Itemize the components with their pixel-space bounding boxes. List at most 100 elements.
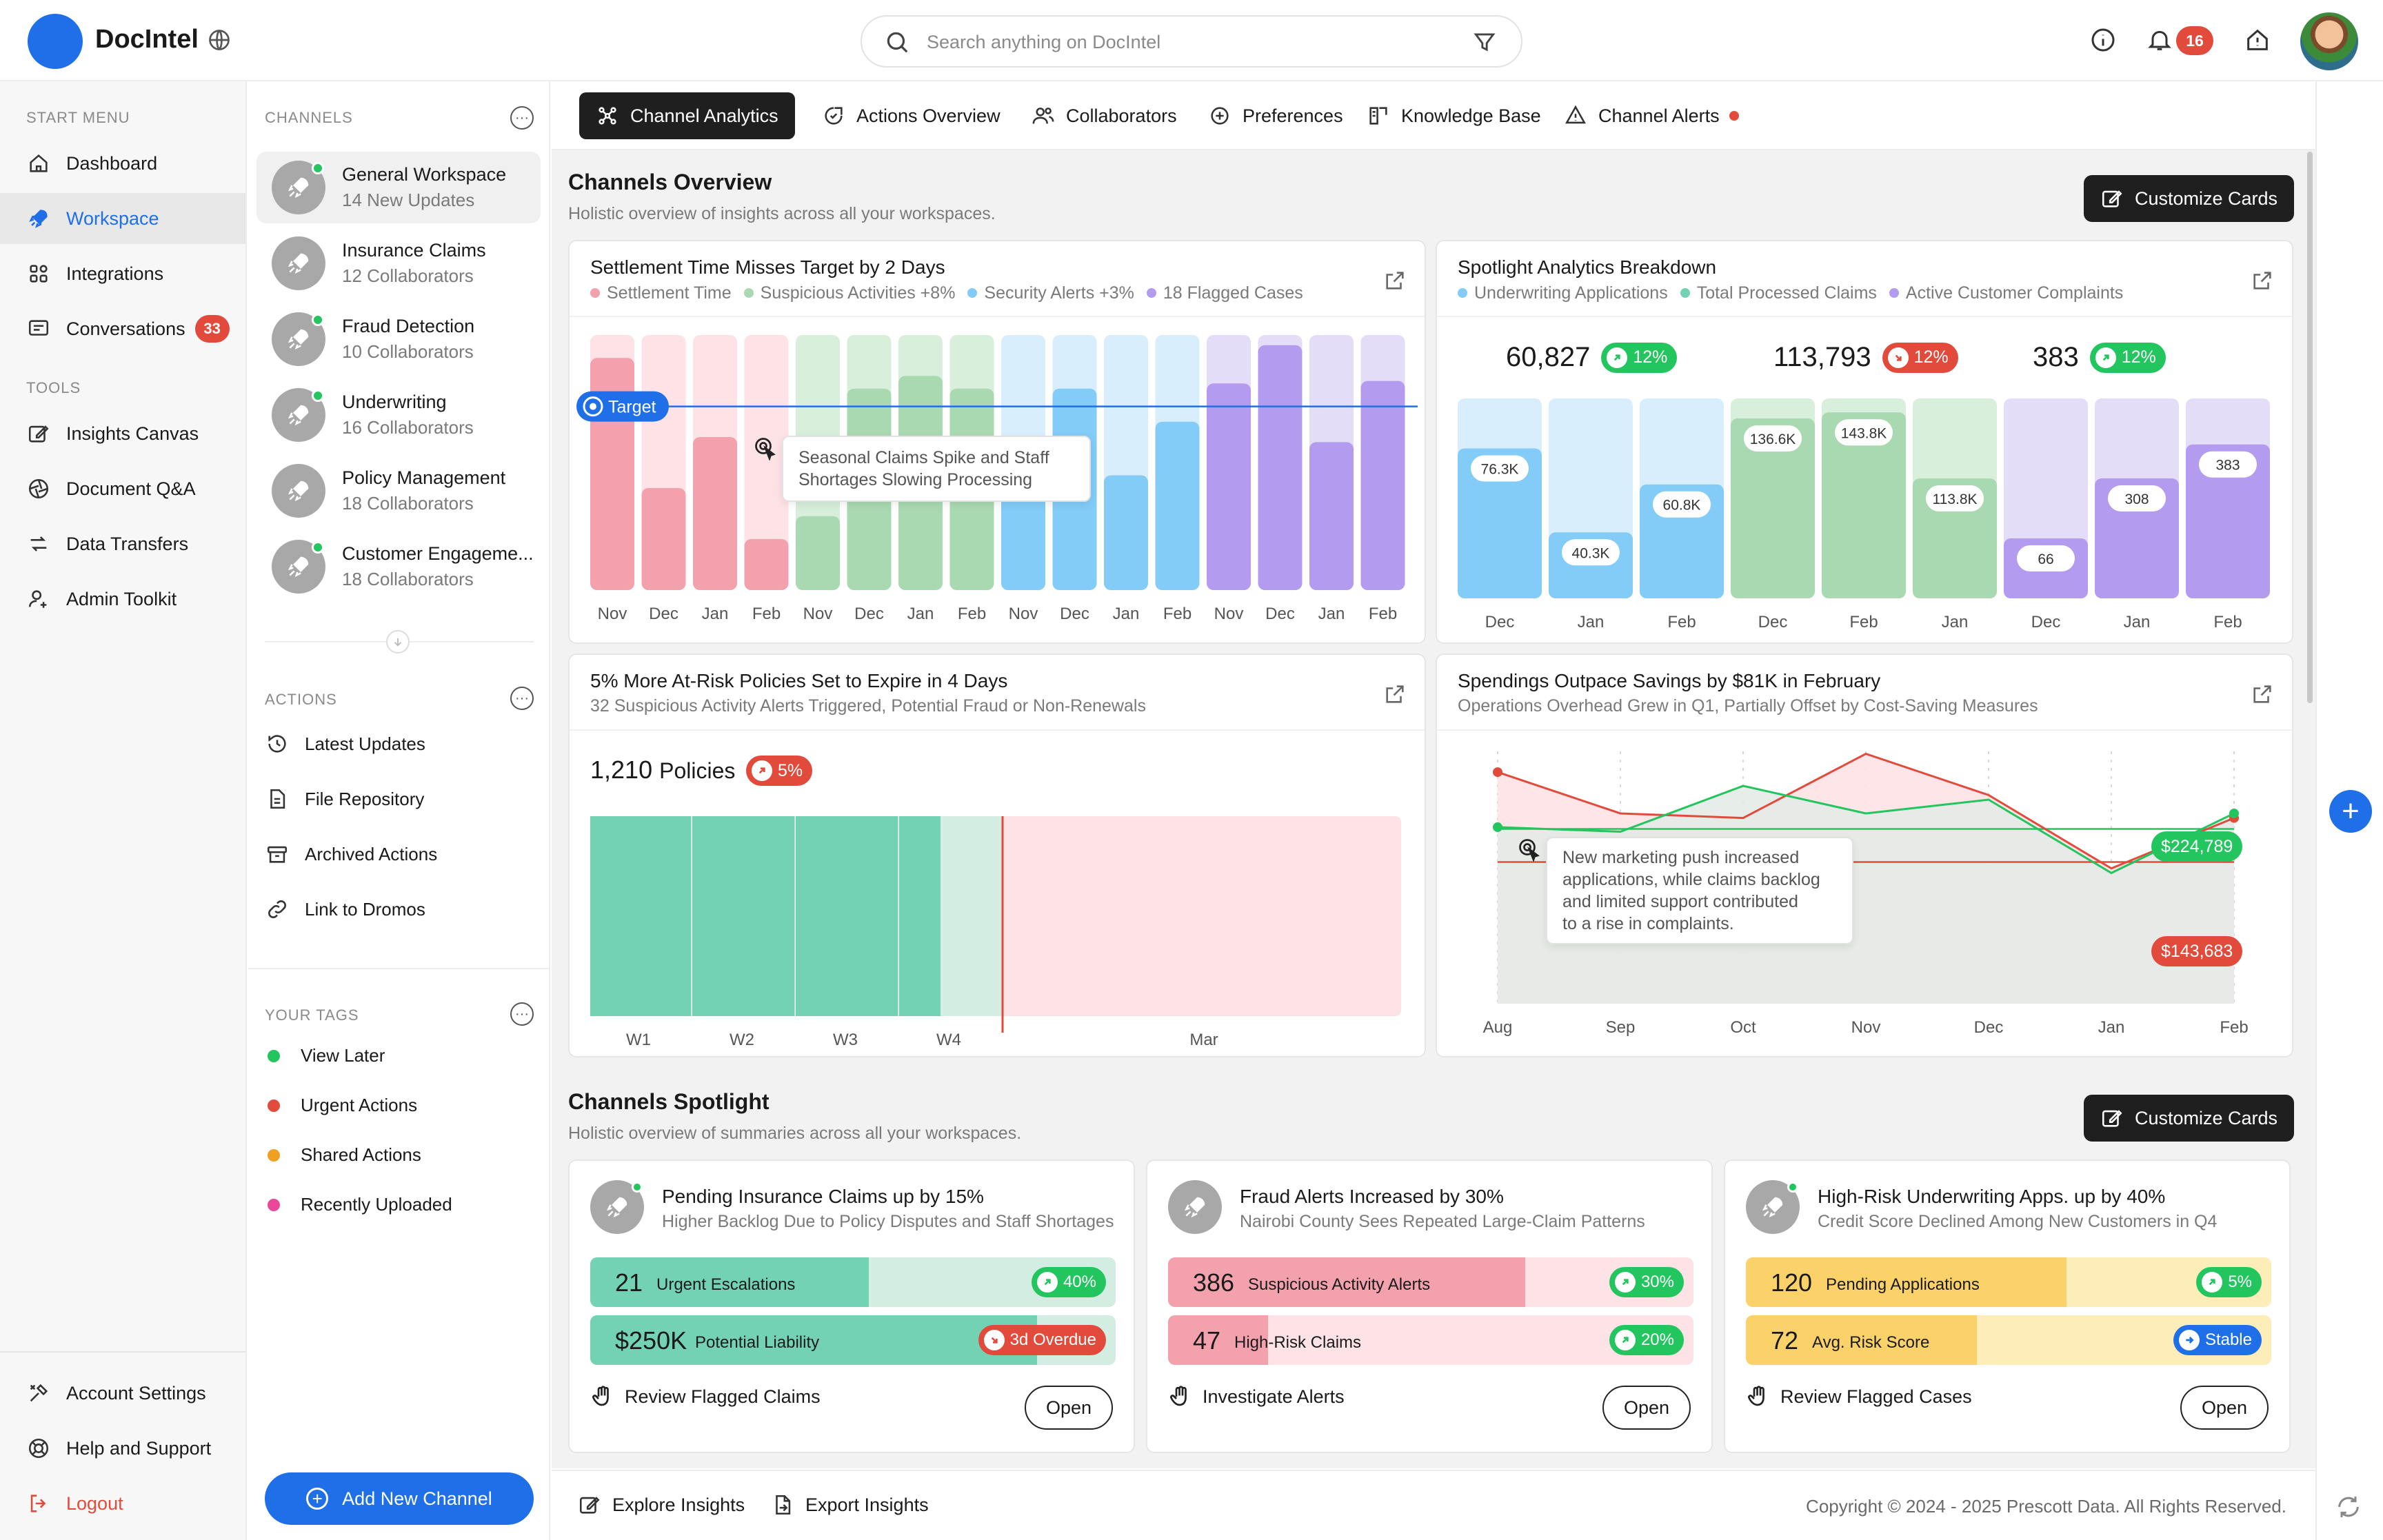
sidebar-item-admin-toolkit[interactable]: Admin Toolkit <box>0 574 245 625</box>
customize-cards-button[interactable]: Customize Cards <box>2084 175 2295 222</box>
rail-add-button[interactable]: + <box>2329 790 2372 833</box>
bar[interactable] <box>744 539 789 590</box>
app-logo[interactable] <box>28 14 83 69</box>
bar[interactable] <box>693 437 737 590</box>
bar[interactable] <box>1458 448 1542 599</box>
metric-row[interactable]: $250K Potential Liability 3d Overdue <box>590 1315 1116 1365</box>
sidebar-item-dashboard[interactable]: Dashboard <box>0 138 245 189</box>
metric-row[interactable]: 47 High-Risk Claims 20% <box>1168 1315 1693 1365</box>
external-link-icon[interactable] <box>1383 682 1407 706</box>
channel-item[interactable]: Fraud Detection 10 Collaborators <box>257 303 541 375</box>
tag-item[interactable]: View Later <box>268 1045 385 1066</box>
action-link-to-dromos[interactable]: Link to Dromos <box>265 898 425 921</box>
action-latest-updates[interactable]: Latest Updates <box>265 732 425 756</box>
edit-icon <box>26 422 51 445</box>
sidebar-item-data-transfers[interactable]: Data Transfers <box>0 518 245 569</box>
x-tick-label: Dec <box>1060 605 1089 623</box>
explore-insights-button[interactable]: Explore Insights <box>578 1493 745 1517</box>
sidebar-item-workspace[interactable]: Workspace <box>0 193 245 244</box>
week-bar[interactable] <box>692 816 796 1016</box>
tab-channel-analytics[interactable]: Channel Analytics <box>579 92 795 139</box>
series-point[interactable] <box>1493 822 1502 832</box>
customize-cards-button[interactable]: Customize Cards <box>2084 1095 2295 1142</box>
globe-icon[interactable] <box>207 28 232 52</box>
spotlight-action[interactable]: Investigate Alerts <box>1168 1384 1345 1409</box>
green-series-line[interactable] <box>1497 784 2235 875</box>
x-tick-label: W3 <box>833 1031 858 1049</box>
spotlight-action[interactable]: Review Flagged Cases <box>1746 1384 1972 1409</box>
channel-item[interactable]: Underwriting 16 Collaborators <box>257 379 541 451</box>
bar[interactable] <box>641 488 686 590</box>
scrollbar[interactable] <box>2307 152 2313 703</box>
sidebar-item-logout[interactable]: Logout <box>0 1478 245 1529</box>
tab-preferences[interactable]: Preferences <box>1192 92 1360 139</box>
sidebar-item-insights-canvas[interactable]: Insights Canvas <box>0 408 245 459</box>
action-label: File Repository <box>305 788 425 809</box>
week-bar[interactable] <box>899 816 941 1016</box>
week-bar[interactable] <box>590 816 692 1016</box>
channel-item[interactable]: Policy Management 18 Collaborators <box>257 455 541 527</box>
tab-knowledge-base[interactable]: Knowledge Base <box>1350 92 1558 139</box>
channels-more-icon[interactable]: ··· <box>510 106 534 130</box>
channel-item[interactable]: Insurance Claims 12 Collaborators <box>257 227 541 299</box>
home-alert-icon[interactable] <box>2244 26 2271 54</box>
metric-row[interactable]: 120 Pending Applications 5% <box>1746 1257 2271 1307</box>
bar[interactable] <box>1822 412 1906 598</box>
sidebar-item-conversations[interactable]: Conversations 33 <box>0 303 245 354</box>
tags-more-icon[interactable]: ··· <box>510 1002 534 1026</box>
search-input[interactable]: Search anything on DocIntel <box>927 32 1161 52</box>
open-button[interactable]: Open <box>2180 1386 2269 1430</box>
metric-row[interactable]: 386 Suspicious Activity Alerts 30% <box>1168 1257 1693 1307</box>
tab-collaborators[interactable]: Collaborators <box>1015 92 1194 139</box>
sidebar-item-integrations[interactable]: Integrations <box>0 248 245 299</box>
external-link-icon[interactable] <box>2251 269 2274 292</box>
user-avatar[interactable] <box>2300 12 2358 70</box>
legend-item: 18 Flagged Cases <box>1146 283 1303 303</box>
sidebar-item-document-q-a[interactable]: Document Q&A <box>0 463 245 514</box>
bar[interactable] <box>1360 381 1405 590</box>
search-bar[interactable]: Search anything on DocIntel <box>861 15 1522 68</box>
bar[interactable] <box>1155 421 1200 590</box>
open-button[interactable]: Open <box>1025 1386 1113 1430</box>
metric-row[interactable]: 72 Avg. Risk Score Stable <box>1746 1315 2271 1365</box>
external-link-icon[interactable] <box>1383 269 1407 292</box>
red-series-line[interactable] <box>1497 752 2235 870</box>
open-button[interactable]: Open <box>1602 1386 1691 1430</box>
sidebar-item-help-and-support[interactable]: Help and Support <box>0 1423 245 1474</box>
series-point[interactable] <box>2229 808 2239 818</box>
channel-avatar <box>272 236 325 290</box>
metric-row[interactable]: 21 Urgent Escalations 40% <box>590 1257 1116 1307</box>
bar[interactable] <box>1207 383 1251 590</box>
info-icon[interactable] <box>2089 26 2117 54</box>
x-tick-label: Nov <box>1214 605 1244 623</box>
bar[interactable] <box>1104 475 1148 591</box>
bar[interactable] <box>2186 444 2270 598</box>
expand-channels-icon[interactable] <box>386 630 410 654</box>
week-bar[interactable] <box>796 816 899 1016</box>
filter-icon[interactable] <box>1471 29 1498 55</box>
x-tick-label: Dec <box>1485 613 1515 631</box>
tab-actions-overview[interactable]: Actions Overview <box>805 92 1017 139</box>
channel-item[interactable]: Customer Engageme... 18 Collaborators <box>257 531 541 602</box>
tab-channel-alerts[interactable]: Channel Alerts <box>1547 92 1756 139</box>
tag-item[interactable]: Shared Actions <box>268 1144 421 1166</box>
channel-item[interactable]: General Workspace 14 New Updates <box>257 152 541 223</box>
bar[interactable] <box>1258 345 1303 590</box>
bar[interactable] <box>1731 418 1815 598</box>
action-file-repository[interactable]: File Repository <box>265 787 424 811</box>
tag-item[interactable]: Urgent Actions <box>268 1095 417 1116</box>
refresh-icon[interactable] <box>2335 1493 2362 1521</box>
series-point[interactable] <box>1493 767 1502 778</box>
spotlight-action[interactable]: Review Flagged Claims <box>590 1384 821 1409</box>
bar[interactable] <box>1309 442 1354 590</box>
bar[interactable] <box>1001 488 1045 590</box>
bar[interactable] <box>796 516 840 590</box>
add-channel-button[interactable]: + Add New Channel <box>265 1472 534 1525</box>
actions-more-icon[interactable]: ··· <box>510 687 534 710</box>
bell-icon[interactable] <box>2146 26 2173 54</box>
export-insights-button[interactable]: Export Insights <box>771 1493 929 1517</box>
external-link-icon[interactable] <box>2251 682 2274 706</box>
action-archived-actions[interactable]: Archived Actions <box>265 842 437 866</box>
sidebar-item-account-settings[interactable]: Account Settings <box>0 1368 245 1419</box>
tag-item[interactable]: Recently Uploaded <box>268 1194 452 1215</box>
